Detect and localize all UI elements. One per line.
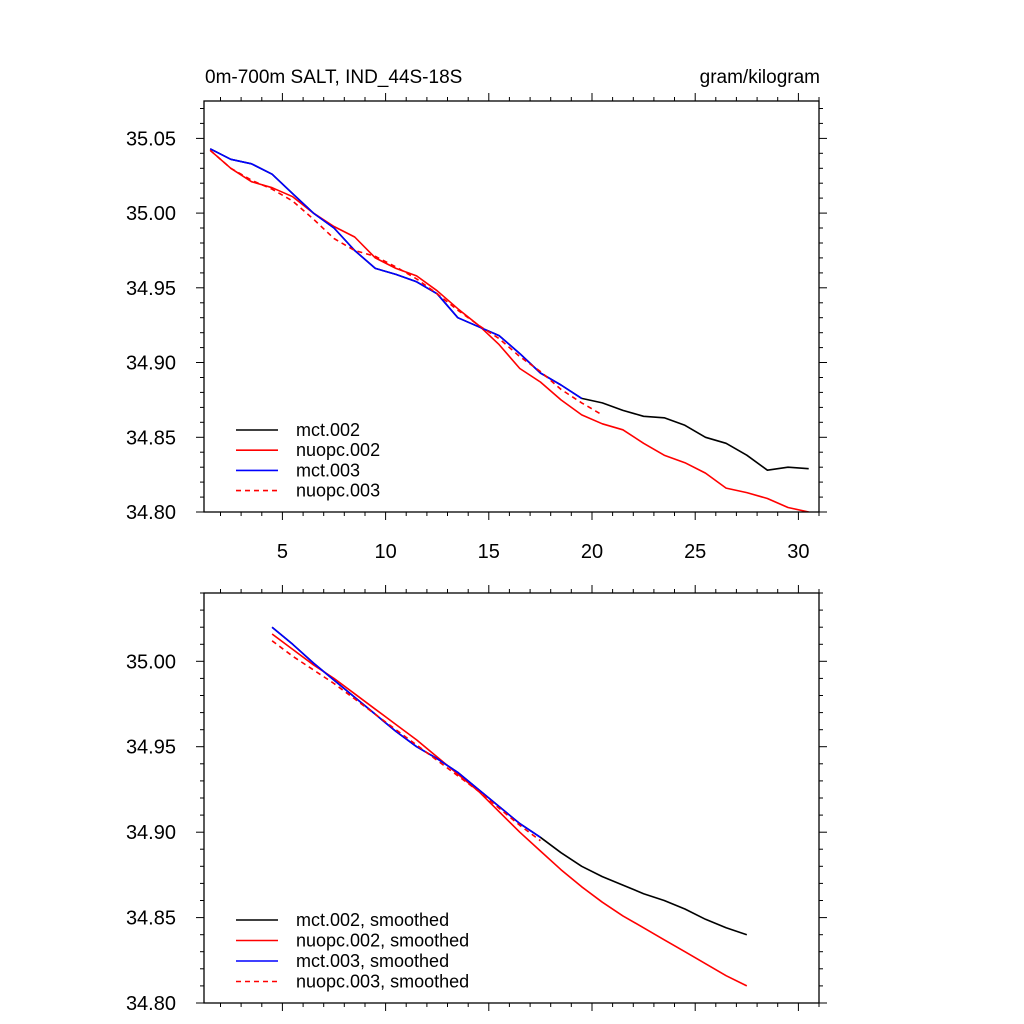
- p0-y-tick-label: 35.00: [126, 203, 176, 225]
- p0-plot-frame: [203, 100, 820, 513]
- p0-series-group: [209, 148, 809, 512]
- p0-x-axis: 5 10 15 20 25 30: [220, 93, 820, 563]
- p1-y-tick-label: 34.80: [126, 993, 176, 1015]
- p1-y-tick-label: 34.90: [126, 822, 176, 844]
- p0-legend-label-nuopc.002: nuopc.002: [296, 440, 380, 460]
- smoothed-salinity-panel: 34.80 34.85 34.90 34.95 35.00 mct.002, smooth…: [126, 585, 827, 1015]
- p0-x-tick-label: 25: [684, 541, 706, 563]
- p1-series-line-nuopc.002-smoothed: [271, 633, 748, 987]
- p0-series-line-mct.003: [209, 148, 583, 400]
- p0-y-tick-label: 35.05: [126, 128, 176, 150]
- p0-series-line-nuopc.003: [209, 149, 603, 416]
- p1-series-group: [271, 626, 748, 987]
- p1-series-line-mct.003-smoothed: [271, 626, 541, 838]
- p0-legend-label-mct.002: mct.002: [296, 420, 360, 440]
- p0-legend-label-mct.003: mct.003: [296, 460, 360, 480]
- p0-y-tick-label: 34.90: [126, 353, 176, 375]
- p0-x-tick-label: 15: [478, 541, 500, 563]
- p0-y-tick-label: 34.85: [126, 427, 176, 449]
- p1-y-tick-label: 35.00: [126, 651, 176, 673]
- chart-title: 0m-700m SALT, IND_44S-18S: [205, 67, 462, 88]
- p0-x-tick-label: 30: [787, 541, 809, 563]
- p1-y-tick-label: 34.95: [126, 737, 176, 759]
- p0-x-tick-label: 20: [581, 541, 603, 563]
- p1-y-tick-label: 34.85: [126, 908, 176, 930]
- raw-salinity-panel: 5 10 15 20 25 30 34.80 34.85 34.90 34.95 35.00 35.0…: [126, 93, 827, 563]
- p1-x-axis: [220, 585, 820, 1011]
- p1-legend-label-mct.003-smoothed: mct.003, smoothed: [296, 951, 449, 971]
- p1-series-line-nuopc.003-smoothed: [271, 640, 541, 842]
- p0-x-tick-label: 5: [277, 541, 288, 563]
- units-label: gram/kilogram: [700, 67, 820, 88]
- p1-y-axis: 34.80 34.85 34.90 34.95 35.00: [126, 592, 827, 1015]
- p1-legend-label-mct.002-smoothed: mct.002, smoothed: [296, 910, 449, 930]
- p1-series-line-mct.002-smoothed: [271, 626, 748, 936]
- p1-legend-label-nuopc.003-smoothed: nuopc.003, smoothed: [296, 972, 469, 992]
- p0-x-tick-label: 10: [374, 541, 396, 563]
- p0-y-tick-label: 34.80: [126, 502, 176, 524]
- p0-y-axis: 34.80 34.85 34.90 34.95 35.00 35.05: [126, 108, 827, 524]
- p0-legend-label-nuopc.003: nuopc.003: [296, 481, 380, 501]
- p1-legend-label-nuopc.002-smoothed: nuopc.002, smoothed: [296, 931, 469, 951]
- p0-y-tick-label: 34.95: [126, 278, 176, 300]
